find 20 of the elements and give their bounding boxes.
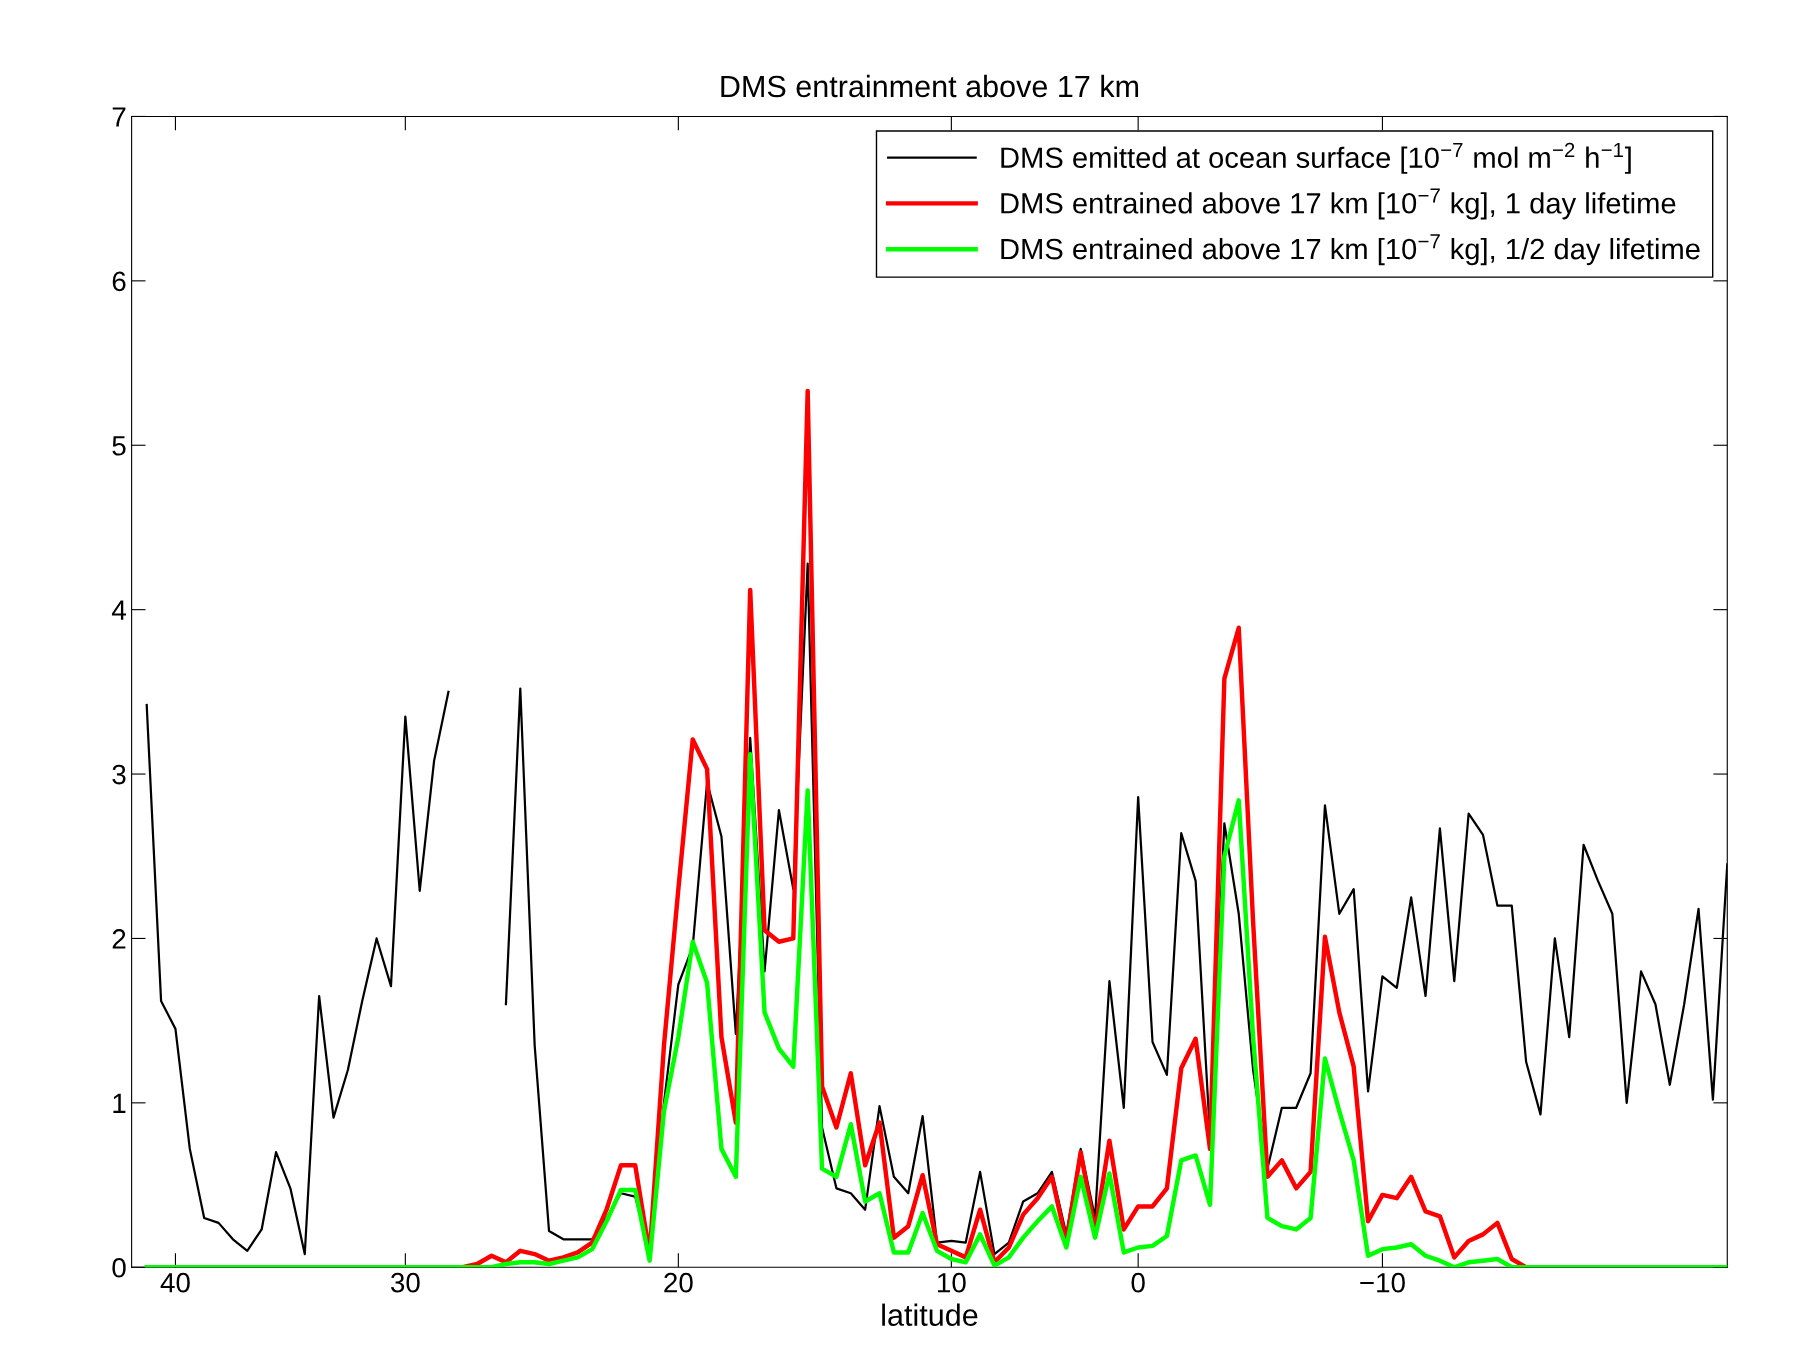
legend-label: DMS entrained above 17 km [10$^{−7}$ kg], 1 day lifetime [1001, 188, 1676, 220]
y-tick-label: 2 [112, 929, 126, 949]
legend-label: DMS emitted at ocean surface [10$^{−7}$ mol m$^{−2}$ h$^{−1}$] [1001, 142, 1631, 174]
y-tick-label: 6 [112, 271, 126, 292]
y-tick-label: 1 [113, 1093, 126, 1113]
line-series [144, 752, 1728, 1268]
x-tick-label: 40 [160, 1272, 190, 1293]
x-tick-label: 10 [938, 1272, 966, 1293]
x-axis-title: latitude [882, 1303, 978, 1326]
x-tick-label: 0 [1131, 1272, 1145, 1293]
y-tick-label: 4 [111, 600, 126, 620]
y-tick-label: 5 [112, 436, 126, 456]
y-tick-label: 0 [112, 1257, 126, 1278]
x-tick-label: 30 [390, 1272, 420, 1293]
legend-label: DMS entrained above 17 km [10$^{−7}$ kg], 1/2 day lifetime [1001, 234, 1700, 266]
x-tick-label: 20 [664, 1272, 693, 1293]
y-tick-label: 7 [112, 107, 126, 127]
y-tick-label: 3 [112, 764, 126, 785]
x-tick-label: −10 [1360, 1272, 1405, 1293]
chart-title: DMS entrainment above 17 km [721, 74, 1139, 98]
